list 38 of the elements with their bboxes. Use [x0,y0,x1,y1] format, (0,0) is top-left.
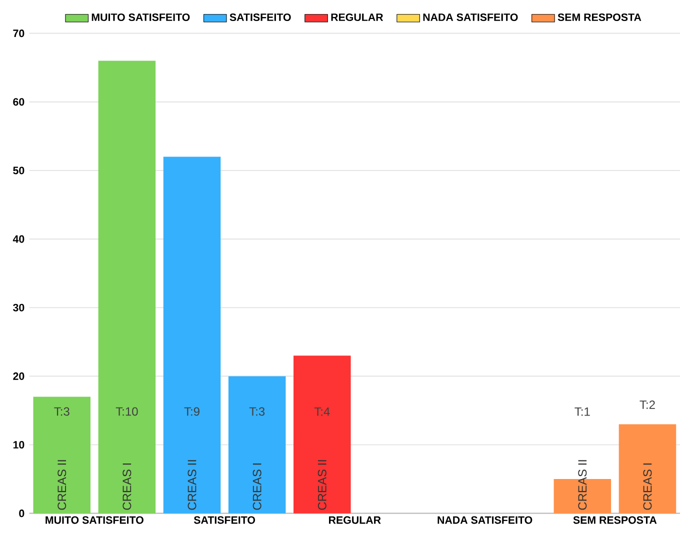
bar [163,156,221,514]
text: SATISFEITO [194,516,256,524]
x-tick-label: CREAS II [578,460,587,510]
legend-label: MUITO SATISFEITO [92,13,190,22]
y-tick-label: 30 [13,304,24,312]
annotation: T:9 [184,407,200,416]
x-tick-label: CREAS II [58,460,66,510]
x-tick-label: CREAS I [643,464,652,510]
y-tick-label: 60 [13,98,24,106]
bar [98,60,156,514]
y-tick-label: 50 [13,166,24,174]
annotation: T:4 [314,407,330,416]
annotation: T:1 [574,407,590,416]
legend-label: SATISFEITO [230,13,291,22]
y-tick-label: 20 [13,372,24,380]
legend-label: NADA SATISFEITO [423,13,518,22]
text: REGULAR [329,516,381,524]
y-tick-label: 70 [13,30,24,38]
text: MUITO SATISFEITO [46,516,144,524]
bar [228,376,286,514]
annotation: T:3 [249,407,265,416]
y-tick-label: 40 [12,235,24,243]
x-tick-label: CREAS I [122,464,132,510]
bar [33,396,90,514]
legend-label: SEM RESPOSTA [558,13,642,22]
x-tick-label: CREAS II [188,460,196,510]
bar [618,424,676,514]
annotation: T:10 [116,407,138,416]
y-tick-label: 0 [19,510,24,518]
legend-label: REGULAR [331,13,384,22]
y-tick-label: 10 [13,440,24,449]
annotation: T:2 [640,400,655,409]
text: SEM RESPOSTA [573,516,657,524]
annotation: T:3 [54,407,70,416]
text: NADA SATISFEITO [438,516,532,524]
x-tick-label: CREAS II [318,460,326,510]
bar [294,356,351,514]
x-tick-label: CREAS I [252,464,262,510]
